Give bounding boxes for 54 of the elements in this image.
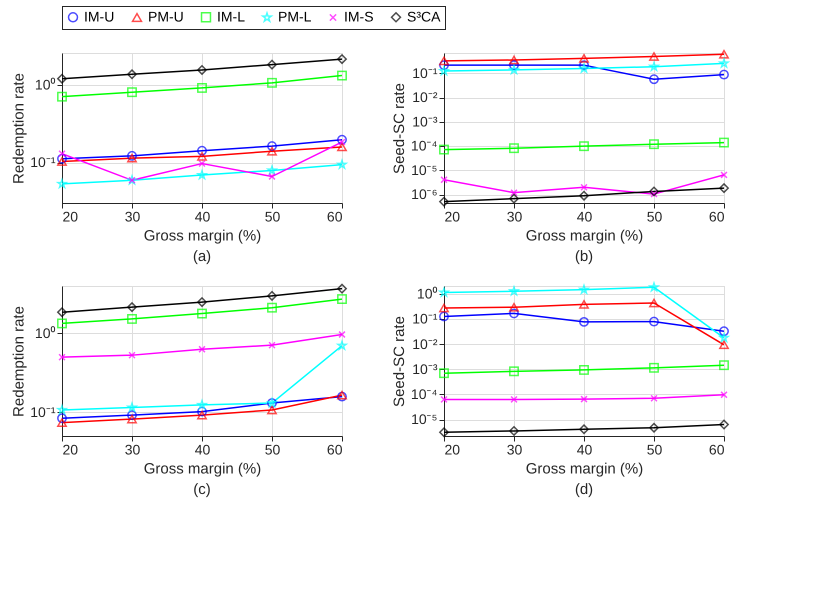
x-tick-label: 60 — [708, 442, 725, 458]
y-tick-label: 10⁻⁵ — [411, 411, 438, 428]
x-axis-title: Gross margin (%) — [144, 228, 262, 244]
legend-label: IM-U — [84, 8, 114, 24]
y-tick-label: 10⁻³ — [412, 360, 438, 377]
x-axis-title: Gross margin (%) — [526, 228, 644, 244]
y-tick-label: 10⁰ — [34, 324, 56, 341]
y-tick-label: 10⁻¹ — [30, 404, 56, 420]
y-tick-label: 10⁻¹ — [30, 154, 56, 170]
x-tick-label: 60 — [326, 208, 343, 224]
y-tick-label: 10⁻² — [412, 336, 438, 352]
x-axis-title: Gross margin (%) — [144, 460, 262, 478]
y-axis-title: Seed-SC rate — [390, 316, 408, 407]
y-tick-label: 10⁻³ — [412, 113, 438, 130]
x-tick-label: 30 — [506, 208, 522, 224]
x-tick-label: 40 — [576, 208, 592, 224]
x-tick-label: 50 — [264, 208, 280, 224]
x-tick-label: 30 — [506, 442, 522, 458]
text: (a) — [192, 248, 212, 265]
y-tick-label: 10⁻¹ — [412, 310, 438, 327]
y-axis-title: Redemption rate — [10, 73, 28, 184]
y-tick-label: 10⁻⁵ — [411, 162, 438, 178]
x-tick-label: 50 — [646, 442, 662, 458]
x-tick-label: 30 — [124, 208, 140, 224]
x-tick-label: 40 — [194, 208, 210, 224]
x-tick-label: 20 — [62, 442, 78, 458]
y-axis-title: Redemption rate — [10, 306, 28, 417]
x-tick-label: 50 — [264, 442, 280, 458]
text: (b) — [574, 248, 594, 265]
legend-label: PM-L — [278, 8, 312, 24]
legend-label: IM-S — [344, 8, 374, 24]
x-axis-title: Gross margin (%) — [526, 460, 644, 478]
y-tick-label: 10⁰ — [34, 76, 56, 93]
y-tick-label: 10⁻¹ — [412, 64, 438, 81]
y-tick-label: 10⁻⁴ — [410, 138, 438, 154]
y-tick-label: 10⁻⁶ — [411, 186, 438, 202]
legend-label: S³CA — [407, 8, 442, 24]
text: (d) — [574, 481, 594, 498]
x-tick-label: 30 — [124, 442, 140, 458]
y-tick-label: 10⁻² — [412, 89, 438, 106]
x-tick-label: 20 — [444, 208, 460, 224]
y-tick-label: 10⁰ — [416, 286, 438, 302]
x-tick-label: 50 — [646, 208, 662, 224]
y-tick-label: 10⁻⁴ — [410, 386, 438, 402]
x-tick-label: 20 — [444, 442, 460, 458]
text: (c) — [193, 481, 211, 498]
y-axis-title: Seed-SC rate — [390, 83, 408, 174]
x-tick-label: 40 — [576, 442, 592, 458]
x-tick-label: 40 — [194, 442, 210, 458]
legend-label: PM-U — [148, 8, 184, 24]
legend-label: IM-L — [217, 8, 246, 24]
x-tick-label: 60 — [708, 208, 725, 224]
x-tick-label: 60 — [326, 442, 343, 458]
x-tick-label: 20 — [62, 208, 78, 224]
